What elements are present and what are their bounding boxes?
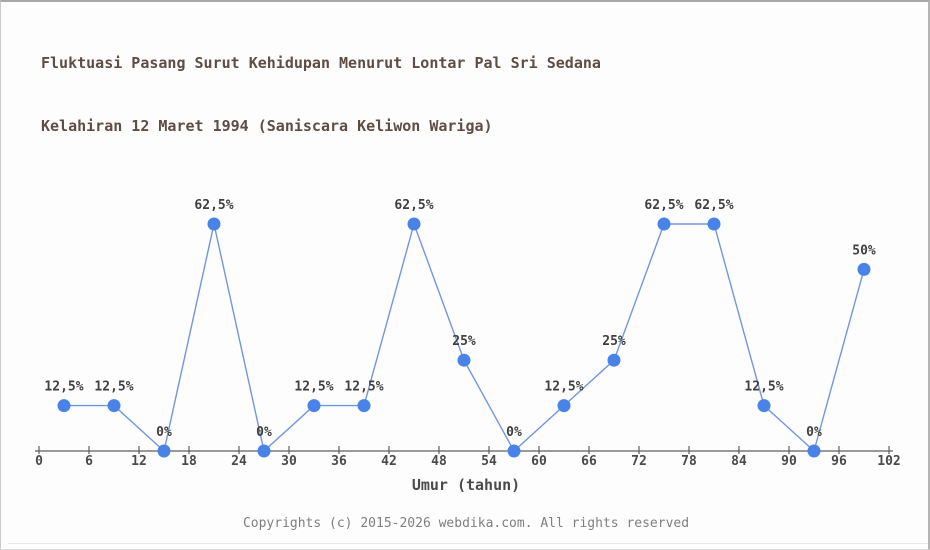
data-point-label: 12,5% xyxy=(344,380,383,395)
x-axis-tick-label: 6 xyxy=(85,454,93,469)
data-point-label: 0% xyxy=(256,425,272,440)
data-point[interactable] xyxy=(57,399,71,413)
data-point[interactable] xyxy=(157,444,171,458)
x-axis-tick-label: 18 xyxy=(181,454,197,469)
data-point-label: 12,5% xyxy=(94,380,133,395)
x-axis-title: Umur (tahun) xyxy=(411,476,521,494)
x-axis-tick-label: 60 xyxy=(531,454,547,469)
bottom-divider xyxy=(8,543,928,544)
chart-title: Fluktuasi Pasang Surut Kehidupan Menurut… xyxy=(41,11,601,179)
data-point[interactable] xyxy=(757,399,771,413)
data-point-label: 25% xyxy=(602,334,626,349)
copyright-text: Copyrights (c) 2015-2026 webdika.com. Al… xyxy=(242,516,690,531)
x-axis-tick-label: 12 xyxy=(131,454,147,469)
data-point[interactable] xyxy=(407,217,421,231)
x-axis-tick-label: 72 xyxy=(631,454,647,469)
data-point[interactable] xyxy=(607,353,621,367)
chart-title-line1: Fluktuasi Pasang Surut Kehidupan Menurut… xyxy=(41,54,601,72)
x-axis-tick-label: 102 xyxy=(877,454,900,469)
data-point-label: 12,5% xyxy=(544,380,583,395)
data-point-label: 0% xyxy=(156,425,172,440)
data-point-label: 62,5% xyxy=(394,198,433,213)
x-axis-tick-label: 0 xyxy=(35,454,43,469)
x-axis-tick-label: 42 xyxy=(381,454,397,469)
data-point-label: 0% xyxy=(806,425,822,440)
data-point[interactable] xyxy=(507,444,521,458)
x-axis-tick-label: 36 xyxy=(331,454,347,469)
data-point[interactable] xyxy=(207,217,221,231)
x-axis-tick-label: 78 xyxy=(681,454,697,469)
x-axis-tick-label: 24 xyxy=(231,454,247,469)
x-axis-tick-label: 96 xyxy=(831,454,847,469)
data-point-label: 12,5% xyxy=(294,380,333,395)
data-point-label: 50% xyxy=(852,243,876,258)
data-point[interactable] xyxy=(307,399,321,413)
data-point[interactable] xyxy=(857,262,871,276)
data-point-label: 25% xyxy=(452,334,476,349)
x-axis-tick-label: 48 xyxy=(431,454,447,469)
data-point-label: 12,5% xyxy=(44,380,83,395)
data-point[interactable] xyxy=(707,217,721,231)
chart-title-line2: Kelahiran 12 Maret 1994 (Saniscara Keliw… xyxy=(41,117,493,135)
x-axis-tick-label: 66 xyxy=(581,454,597,469)
data-point[interactable] xyxy=(357,399,371,413)
data-point[interactable] xyxy=(457,353,471,367)
x-axis-tick-label: 84 xyxy=(731,454,747,469)
data-point-label: 12,5% xyxy=(744,380,783,395)
x-axis-tick-label: 30 xyxy=(281,454,297,469)
data-point[interactable] xyxy=(657,217,671,231)
data-point-label: 62,5% xyxy=(694,198,733,213)
data-point-label: 62,5% xyxy=(194,198,233,213)
data-point[interactable] xyxy=(807,444,821,458)
x-axis-tick-label: 54 xyxy=(481,454,497,469)
x-axis-tick-label: 90 xyxy=(781,454,797,469)
data-point[interactable] xyxy=(257,444,271,458)
data-point-label: 0% xyxy=(506,425,522,440)
data-point[interactable] xyxy=(557,399,571,413)
data-point-label: 62,5% xyxy=(644,198,683,213)
data-point[interactable] xyxy=(107,399,121,413)
